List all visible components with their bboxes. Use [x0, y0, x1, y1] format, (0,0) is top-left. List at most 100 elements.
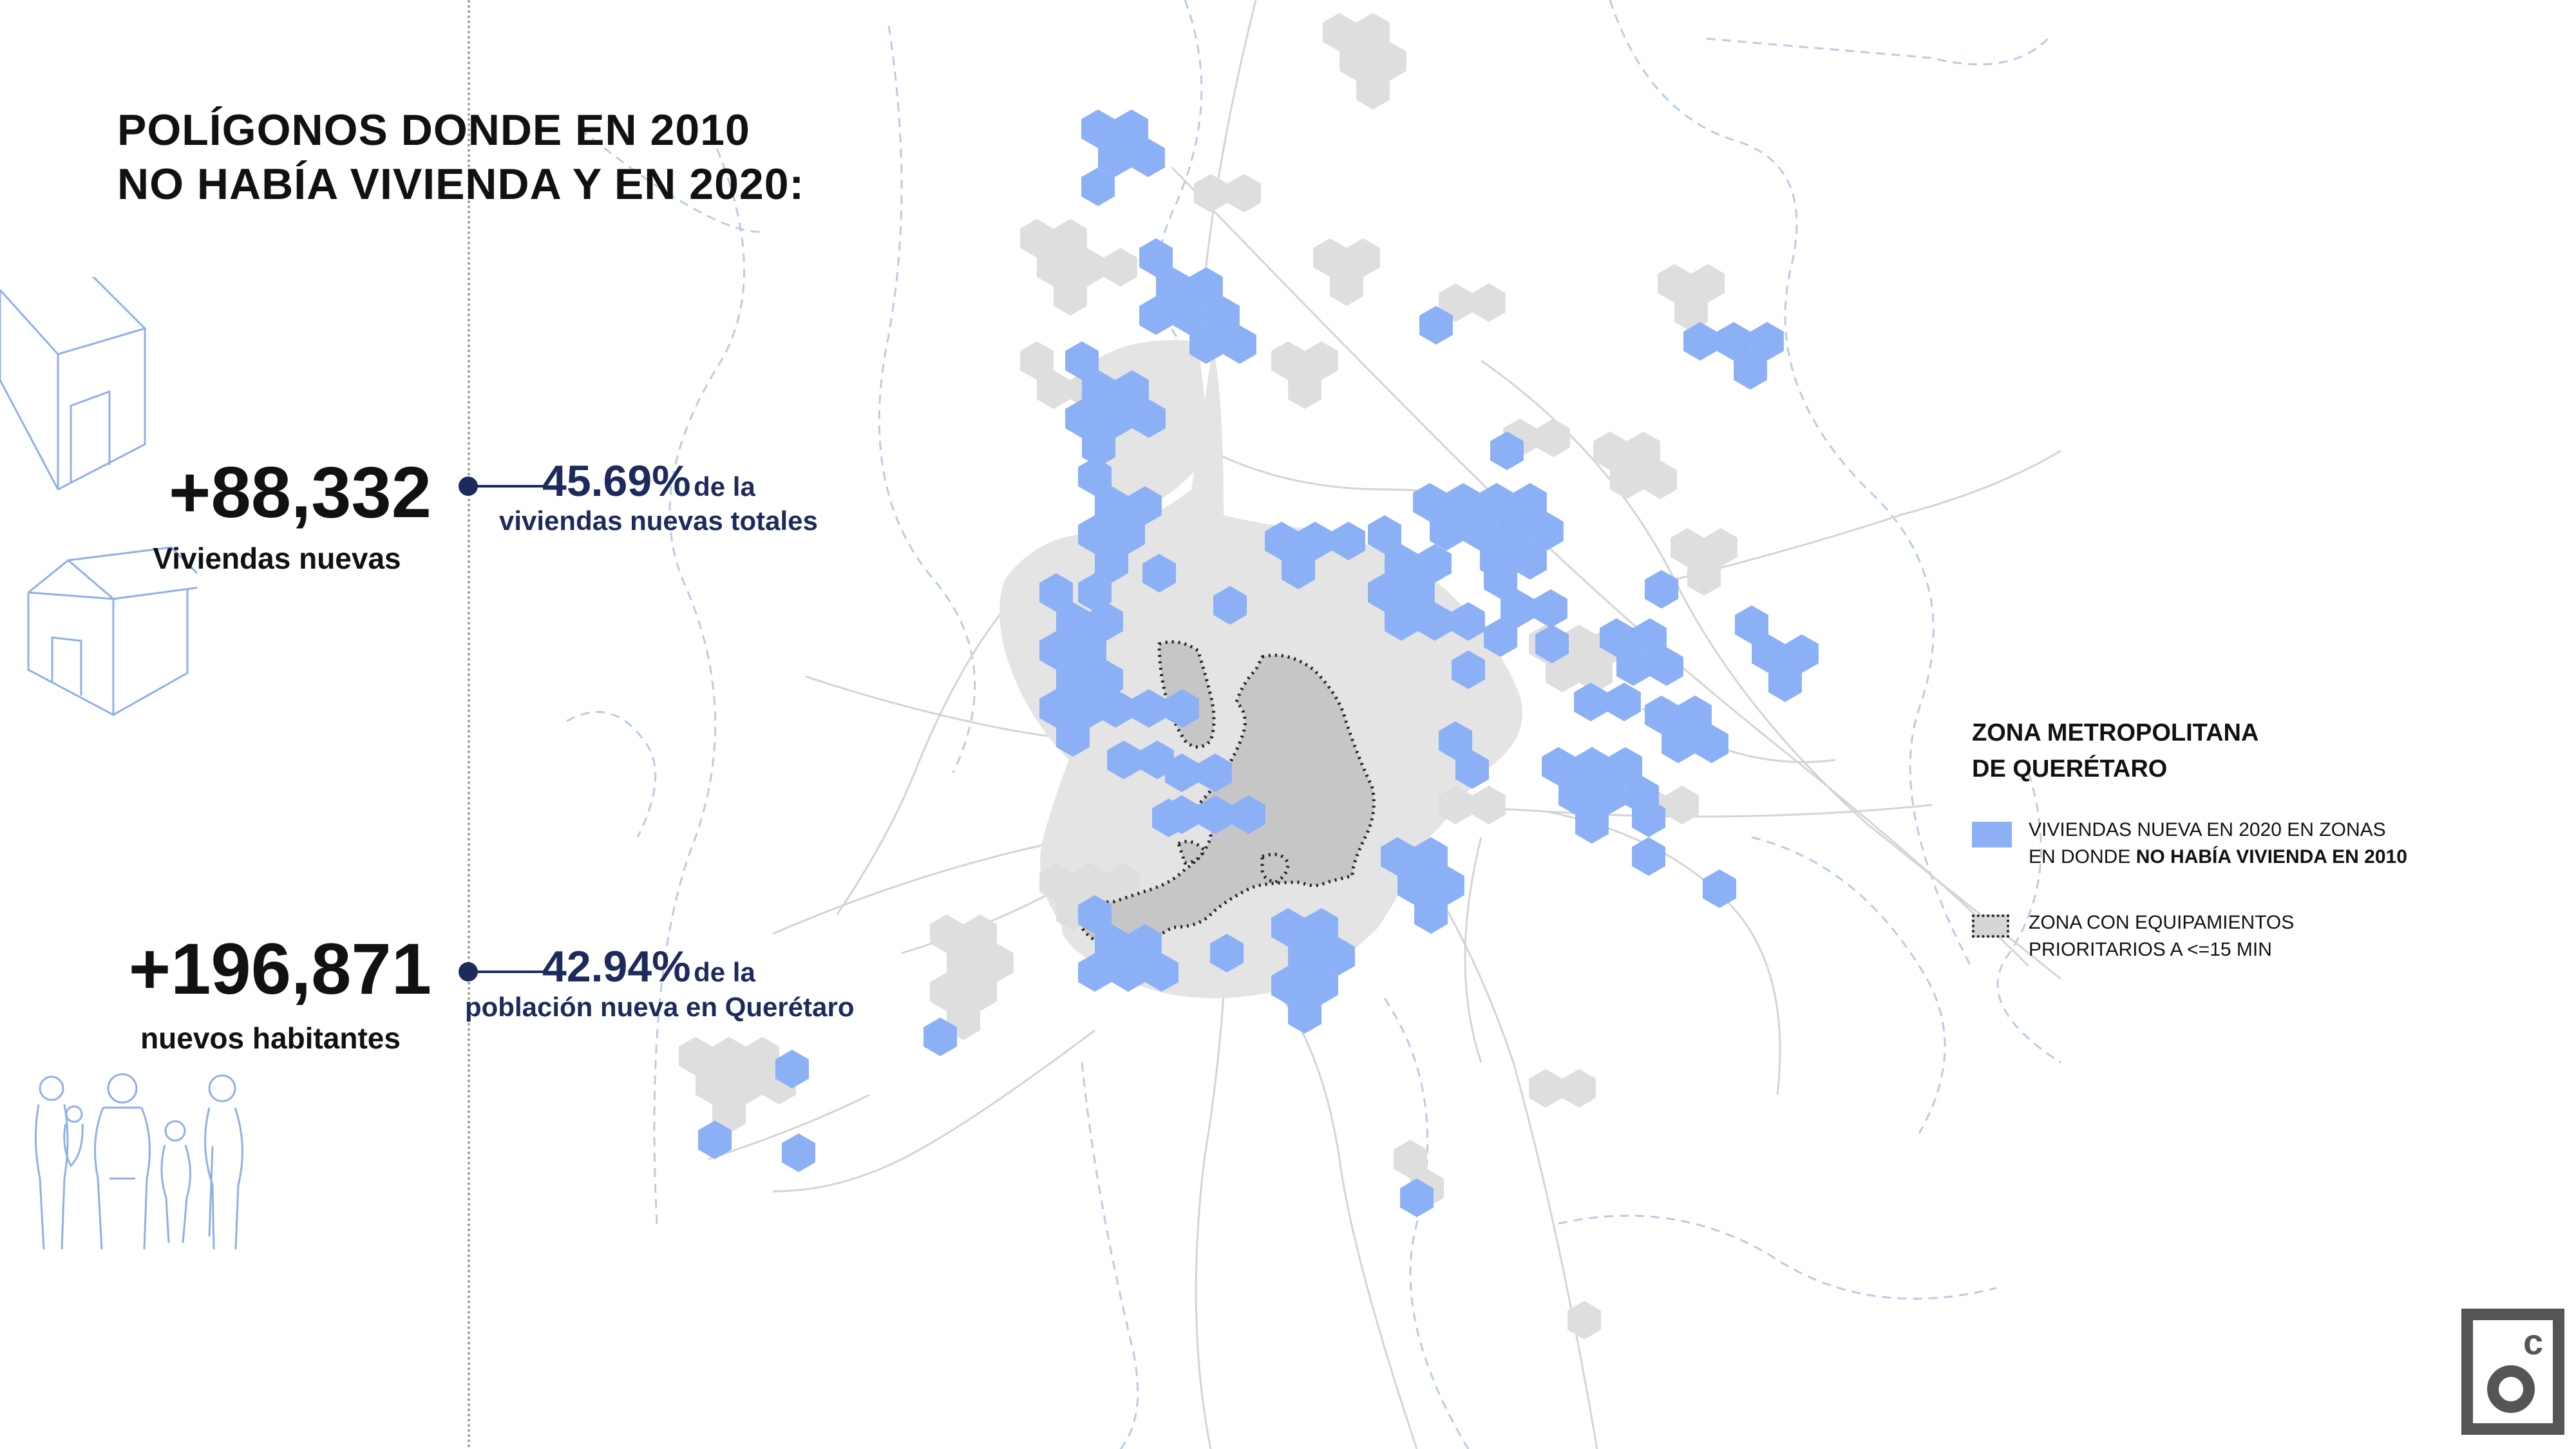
new-housing-hexagon [1056, 718, 1090, 757]
new-housing-hexagon [1414, 895, 1448, 934]
new-housing-hexagon [1400, 1179, 1434, 1217]
new-housing-hexagon [1645, 696, 1678, 734]
gray-hexagon [1394, 1140, 1427, 1179]
new-housing-hexagon [1107, 741, 1141, 779]
gray-hexagon [1313, 238, 1347, 277]
new-housing-hexagon [1095, 924, 1128, 963]
gray-hexagon [1194, 174, 1227, 213]
new-housing-hexagon [775, 1050, 809, 1088]
new-housing-hexagon [1271, 966, 1305, 1005]
new-housing-hexagon [1065, 341, 1099, 380]
population-percent-value: 42.94% [542, 942, 691, 991]
legend-new-housing-line-2-normal: EN DONDE [2029, 846, 2136, 867]
legend-item-equipment-zone: ZONA CON EQUIPAMIENTOS PRIORITARIOS A <=… [2029, 909, 2294, 963]
new-housing-hexagon [1115, 109, 1148, 148]
rivers-layer [566, 0, 2061, 1449]
new-housing-hexagon [1144, 953, 1179, 992]
new-housing-hexagon [1095, 486, 1128, 525]
new-housing-hexagon [1321, 937, 1355, 976]
new-housing-hexagon [1397, 866, 1431, 905]
new-housing-hexagon [1735, 605, 1768, 644]
new-housing-hexagon [1165, 753, 1198, 792]
new-housing-hexagon [1078, 457, 1112, 496]
new-housing-hexagon [1385, 544, 1418, 583]
new-housing-hexagon [1600, 618, 1633, 657]
housing-percent-value: 45.69% [542, 457, 691, 506]
gray-hexagon [1537, 419, 1570, 457]
new-housing-hexagon [1165, 689, 1199, 728]
new-housing-hexagon [1607, 683, 1641, 721]
gray-hexagon [1674, 293, 1708, 332]
new-housing-hexagon [1282, 551, 1315, 589]
gray-hexagon [1704, 528, 1738, 567]
gray-hexagon [1671, 528, 1704, 567]
gray-hexagon [745, 1037, 779, 1075]
new-housing-hexagon [1213, 586, 1247, 625]
family-outline-icon [34, 1073, 243, 1250]
housing-percent-suffix: de la [694, 471, 755, 502]
new-housing-hexagon [1419, 306, 1453, 345]
new-inhabitants-count: +196,871 [128, 929, 431, 1009]
new-housing-hexagon [698, 1121, 732, 1159]
new-housing-hexagon [1650, 647, 1683, 686]
gray-hexagon [1472, 283, 1506, 322]
gray-hexagon [1037, 370, 1070, 409]
new-housing-hexagon [1703, 869, 1736, 908]
legend-title-line-1: ZONA METROPOLITANA [1972, 719, 2259, 746]
house-outline-icon [27, 546, 197, 717]
new-housing-hexagon [1065, 689, 1099, 728]
new-housing-hexagon [923, 1018, 957, 1056]
gray-hexagon [712, 1095, 746, 1133]
new-housing-hexagon [1574, 683, 1607, 721]
legend-title-line-2: DE QUERÉTARO [1972, 755, 2168, 782]
gray-hexagon [1020, 341, 1054, 380]
gray-hexagon [712, 1037, 746, 1075]
gray-hexagon [980, 943, 1014, 982]
gray-hexagon [1020, 219, 1054, 258]
new-housing-hexagon [1081, 109, 1115, 148]
new-housing-hexagon [1592, 776, 1625, 815]
gray-hexagon [930, 972, 963, 1011]
gray-hexagon [1330, 267, 1363, 306]
new-housing-hexagon [1115, 370, 1149, 409]
new-housing-hexagon [1081, 167, 1115, 206]
new-housing-hexagon [1152, 799, 1186, 837]
new-housing-hexagon [1132, 138, 1165, 177]
gray-hexagon [1323, 13, 1356, 52]
river-line [1996, 772, 2061, 1064]
house-outline-icon [0, 277, 147, 491]
new-housing-hexagon [1616, 647, 1650, 686]
gray-hexagon [1610, 460, 1643, 499]
gray-hexagon [1356, 13, 1390, 52]
new-housing-label: Viviendas nuevas [153, 542, 401, 575]
connector-line [473, 971, 544, 973]
title-line-2: NO HABÍA VIVIENDA Y EN 2020: [117, 160, 805, 209]
new-housing-hexagon [1231, 795, 1265, 834]
gray-hexagon [1373, 42, 1406, 80]
new-housing-hexagon [1039, 573, 1073, 612]
new-housing-hexagon [1078, 953, 1112, 992]
new-housing-hexagon [1484, 618, 1517, 657]
new-housing-hexagon [1575, 805, 1609, 844]
new-housing-hexagon [1632, 799, 1665, 837]
new-housing-hexagon [1401, 573, 1435, 612]
gray-hexagon [1643, 460, 1677, 499]
road-line [1545, 810, 1781, 1095]
new-housing-hexagon [1645, 570, 1678, 609]
new-housing-hexagon [1099, 399, 1132, 438]
new-housing-hexagon [1513, 541, 1547, 580]
new-housing-hexagon [1414, 837, 1448, 876]
gray-hexagon [963, 972, 997, 1011]
new-housing-hexagon [1039, 631, 1073, 670]
new-inhabitants-label: nuevos habitantes [140, 1021, 401, 1055]
new-housing-hexagon [1439, 721, 1472, 760]
new-housing-hexagon [1173, 296, 1206, 335]
gray-hexagon [930, 914, 963, 953]
core-equipment-zone [1176, 840, 1207, 865]
new-housing-hexagon [1558, 776, 1592, 815]
legend-new-housing-line-2-bold: NO HABÍA VIVIENDA EN 2010 [2136, 846, 2407, 867]
new-housing-hexagon [1078, 573, 1112, 612]
new-housing-hexagon [1678, 696, 1712, 734]
new-housing-hexagon [1305, 908, 1338, 947]
gray-hexagon [1288, 370, 1321, 409]
